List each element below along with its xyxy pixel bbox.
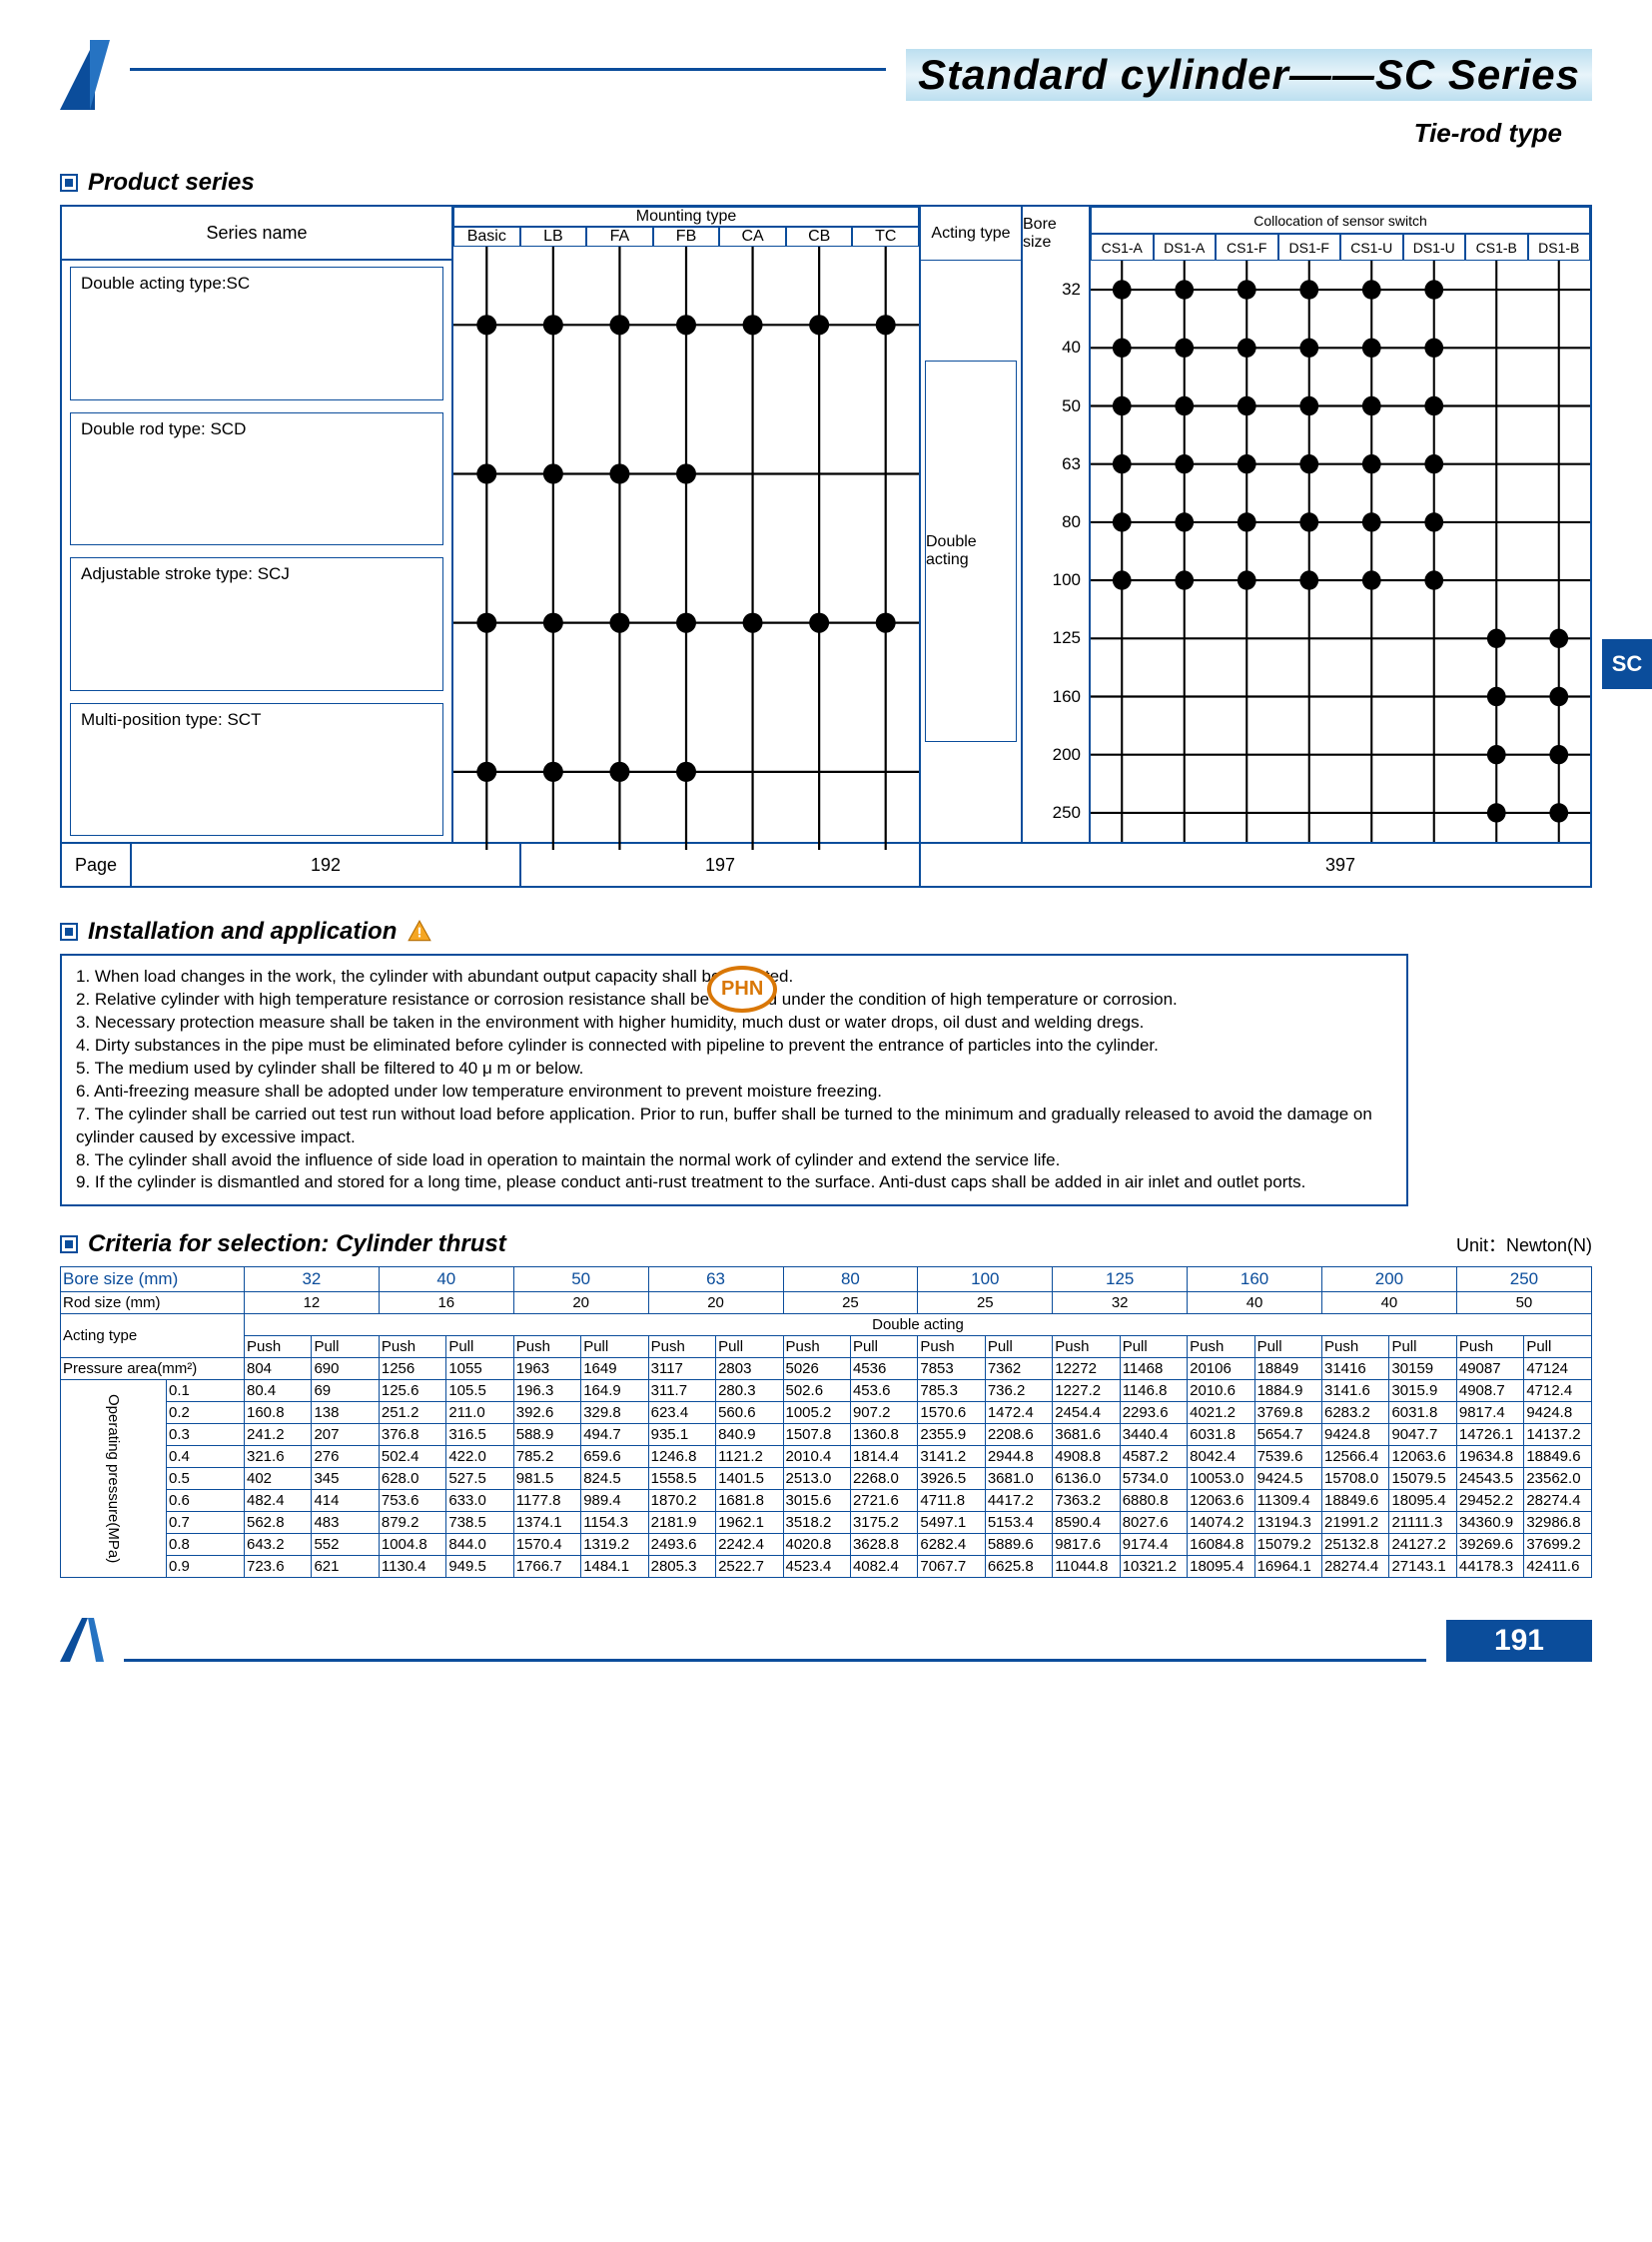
section-criteria: Criteria for selection: Cylinder thrust …	[60, 1230, 1592, 1258]
bore-cell: 125	[1023, 609, 1089, 667]
page-197: 197	[521, 844, 921, 886]
page-footer: 191	[60, 1618, 1592, 1662]
main-title: Standard cylinder——SC Series	[906, 49, 1592, 101]
series-block: Multi-position type: SCT	[70, 703, 443, 837]
install-item: 6. Anti-freezing measure shall be adopte…	[76, 1081, 1392, 1104]
install-item: 5. The medium used by cylinder shall be …	[76, 1058, 1392, 1081]
bullet-icon	[60, 1235, 78, 1253]
criteria-heading: Criteria for selection: Cylinder thrust	[88, 1230, 506, 1258]
page-397: 397	[1091, 844, 1590, 886]
bore-cell: 200	[1023, 726, 1089, 784]
series-block: Adjustable stroke type: SCJ	[70, 557, 443, 691]
page-label: Page	[62, 844, 132, 886]
bore-header: Bore size	[1023, 207, 1089, 261]
acting-value: Double acting	[925, 361, 1017, 742]
acting-header: Acting type	[921, 207, 1021, 261]
page-192: 192	[132, 844, 521, 886]
sensor-type-cell: DS1-B	[1528, 234, 1591, 261]
bore-cell: 100	[1023, 551, 1089, 609]
subtitle: Tie-rod type	[60, 118, 1562, 149]
install-item: 8. The cylinder shall avoid the influenc…	[76, 1149, 1392, 1172]
mounting-type-cell: FB	[653, 227, 720, 247]
sensor-column: Collocation of sensor switch CS1-ADS1-AC…	[1091, 207, 1590, 842]
acting-column: Acting type Double acting	[921, 207, 1021, 842]
bore-cell: 40	[1023, 319, 1089, 376]
sensor-type-cell: DS1-F	[1278, 234, 1341, 261]
mounting-type-cell: LB	[520, 227, 587, 247]
sensor-type-cell: CS1-B	[1465, 234, 1528, 261]
page-row: Page 192 197 397	[60, 844, 1592, 888]
installation-heading: Installation and application	[88, 918, 397, 946]
install-item: 7. The cylinder shall be carried out tes…	[76, 1104, 1392, 1149]
section-installation: Installation and application	[60, 918, 1592, 946]
page-number: 191	[1446, 1620, 1592, 1662]
install-item: 9. If the cylinder is dismantled and sto…	[76, 1171, 1392, 1194]
mounting-type-cell: Basic	[453, 227, 520, 247]
unit-label: Unit：Newton(N)	[1456, 1231, 1592, 1257]
bore-cell: 160	[1023, 667, 1089, 725]
mounting-dot-chart	[453, 247, 919, 850]
warning-icon	[407, 919, 432, 945]
installation-box: PHN 1. When load changes in the work, th…	[60, 954, 1408, 1206]
series-column: Series name Double acting type:SCDouble …	[62, 207, 451, 842]
thrust-table: Bore size (mm)3240506380100125160200250R…	[60, 1266, 1592, 1578]
bore-cell: 32	[1023, 261, 1089, 319]
bullet-icon	[60, 174, 78, 192]
sc-side-tab: SC	[1602, 639, 1652, 689]
mounting-header: Mounting type	[453, 207, 919, 227]
thrust-table-wrap: Bore size (mm)3240506380100125160200250R…	[60, 1266, 1592, 1578]
product-series-diagram: Series name Double acting type:SCDouble …	[60, 205, 1592, 844]
mounting-type-cell: TC	[852, 227, 919, 247]
install-item: 4. Dirty substances in the pipe must be …	[76, 1035, 1392, 1058]
footer-rule	[124, 1659, 1426, 1662]
sensor-type-cell: DS1-A	[1154, 234, 1217, 261]
product-series-heading: Product series	[88, 169, 255, 197]
sensor-header: Collocation of sensor switch	[1091, 207, 1590, 234]
install-item: 3. Necessary protection measure shall be…	[76, 1012, 1392, 1035]
sensor-dot-chart	[1091, 261, 1590, 842]
bore-cell: 50	[1023, 376, 1089, 434]
sensor-type-cell: CS1-A	[1091, 234, 1154, 261]
bullet-icon	[60, 923, 78, 941]
mounting-type-cell: CB	[786, 227, 853, 247]
bore-cell: 63	[1023, 435, 1089, 493]
series-block: Double rod type: SCD	[70, 412, 443, 546]
footer-logo-icon	[60, 1618, 104, 1662]
logo-triangle-2	[90, 40, 110, 110]
page-header: Standard cylinder——SC Series	[60, 40, 1592, 110]
sensor-type-cell: CS1-F	[1216, 234, 1278, 261]
series-block: Double acting type:SC	[70, 267, 443, 400]
mounting-column: Mounting type BasicLBFAFBCACBTC	[451, 207, 921, 842]
bore-cell: 250	[1023, 784, 1089, 842]
header-rule	[130, 68, 886, 71]
section-product-series: Product series	[60, 169, 1592, 197]
mounting-type-cell: FA	[586, 227, 653, 247]
bore-column: Bore size 3240506380100125160200250	[1021, 207, 1091, 842]
mounting-type-cell: CA	[719, 227, 786, 247]
sensor-type-cell: CS1-U	[1340, 234, 1403, 261]
watermark-logo: PHN	[707, 966, 777, 1013]
sensor-type-cell: DS1-U	[1403, 234, 1466, 261]
series-name-header: Series name	[62, 207, 451, 261]
bore-cell: 80	[1023, 493, 1089, 551]
